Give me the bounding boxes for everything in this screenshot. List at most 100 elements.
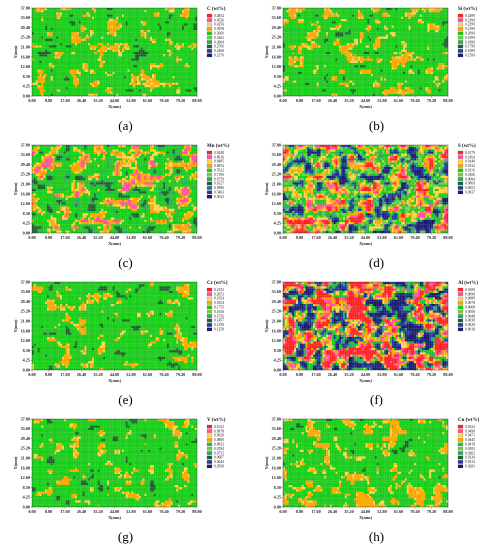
heatmap-cell: [45, 52, 48, 55]
heatmap-cell: [296, 21, 299, 24]
heatmap-cell: [195, 36, 198, 39]
heatmap-cell: [305, 41, 308, 44]
heatmap-cell: [346, 41, 349, 44]
heatmap-cell: [63, 49, 66, 53]
heatmap-cell: [67, 67, 70, 70]
heatmap-cell: [43, 34, 46, 37]
heatmap-cell: [343, 25, 345, 28]
heatmap-cell: [108, 65, 111, 68]
heatmap-cell: [125, 27, 128, 31]
heatmap-cell: [155, 41, 158, 44]
heatmap-cell: [170, 49, 173, 53]
heatmap-cell: [399, 12, 402, 15]
heatmap-cell: [56, 76, 59, 79]
heatmap-cell: [47, 36, 49, 39]
heatmap-cell: [123, 49, 126, 53]
heatmap-cell: [159, 65, 162, 68]
heatmap-cell: [172, 54, 175, 57]
heatmap-cell: [155, 52, 158, 55]
heatmap-cell: [361, 30, 364, 33]
heatmap-cell: [403, 21, 405, 24]
heatmap-cell: [288, 41, 291, 44]
heatmap-cell: [174, 25, 177, 28]
heatmap-cell: [88, 36, 91, 39]
heatmap-cell: [180, 91, 183, 94]
heatmap-cell: [60, 89, 63, 92]
heatmap-cell: [116, 14, 119, 17]
heatmap-cell: [352, 25, 355, 28]
heatmap-cell: [161, 63, 164, 66]
heatmap-cell: [358, 41, 360, 44]
heatmap-cell: [434, 23, 437, 26]
heatmap-cell: [32, 69, 34, 72]
heatmap-cell: [138, 21, 141, 24]
heatmap-cell: [148, 43, 151, 46]
heatmap-cell: [301, 25, 304, 28]
heatmap-cell: [356, 23, 359, 26]
heatmap-cell: [369, 34, 372, 37]
heatmap-cell: [137, 65, 139, 68]
heatmap-cell: [75, 23, 78, 26]
heatmap-cell: [97, 87, 100, 90]
heatmap-cell: [189, 58, 192, 61]
heatmap-cell: [108, 49, 111, 53]
heatmap-cell: [354, 30, 357, 33]
heatmap-cell: [140, 21, 143, 24]
heatmap-cell: [168, 78, 171, 81]
heatmap-cell: [382, 8, 385, 11]
heatmap-cell: [137, 76, 139, 79]
heatmap-cell: [344, 23, 347, 26]
heatmap-cell: [105, 34, 108, 37]
heatmap-cell: [123, 52, 126, 55]
heatmap-cell: [71, 12, 74, 15]
heatmap-cell: [373, 25, 375, 28]
heatmap-cell: [48, 71, 51, 75]
heatmap-cell: [90, 47, 93, 50]
heatmap-cell: [314, 21, 317, 24]
heatmap-cell: [41, 47, 44, 50]
heatmap-cell: [410, 8, 413, 11]
heatmap-cell: [346, 10, 349, 13]
heatmap-cell: [408, 34, 411, 37]
heatmap-cell: [71, 56, 74, 59]
heatmap-cell: [63, 12, 66, 15]
heatmap-cell: [442, 12, 445, 15]
heatmap-cell: [193, 91, 196, 94]
heatmap-cell: [189, 52, 192, 55]
heatmap-cell: [37, 69, 40, 72]
heatmap-cell: [54, 80, 57, 83]
heatmap-cell: [298, 30, 300, 33]
heatmap-cell: [95, 78, 98, 81]
heatmap-cell: [135, 8, 138, 11]
heatmap-cell: [444, 38, 447, 42]
heatmap-cell: [125, 12, 128, 15]
heatmap-cell: [105, 14, 108, 17]
heatmap-cell: [88, 56, 91, 59]
heatmap-cell: [344, 34, 347, 37]
heatmap-cell: [35, 76, 38, 79]
heatmap-cell: [116, 91, 119, 94]
heatmap-cell: [41, 82, 44, 86]
heatmap-cell: [95, 30, 98, 33]
heatmap-cell: [73, 52, 76, 55]
heatmap-cell: [50, 43, 53, 46]
heatmap-cell: [97, 58, 100, 61]
heatmap-cell: [442, 36, 445, 39]
heatmap-cell: [408, 30, 411, 33]
heatmap-cell: [157, 91, 160, 94]
heatmap-cell: [43, 56, 46, 59]
heatmap-cell: [103, 16, 106, 20]
heatmap-cell: [174, 27, 177, 31]
heatmap-cell: [180, 80, 183, 83]
heatmap-cell: [380, 23, 383, 26]
heatmap-cell: [427, 21, 430, 24]
heatmap-cell: [127, 43, 130, 46]
heatmap-cell: [416, 12, 419, 15]
heatmap-cell: [45, 74, 48, 77]
heatmap-cell: [170, 16, 173, 20]
heatmap-cell: [127, 54, 130, 57]
heatmap-cell: [107, 60, 109, 64]
heatmap-cell: [78, 23, 81, 26]
heatmap-cell: [95, 67, 98, 70]
heatmap-cell: [167, 8, 169, 11]
